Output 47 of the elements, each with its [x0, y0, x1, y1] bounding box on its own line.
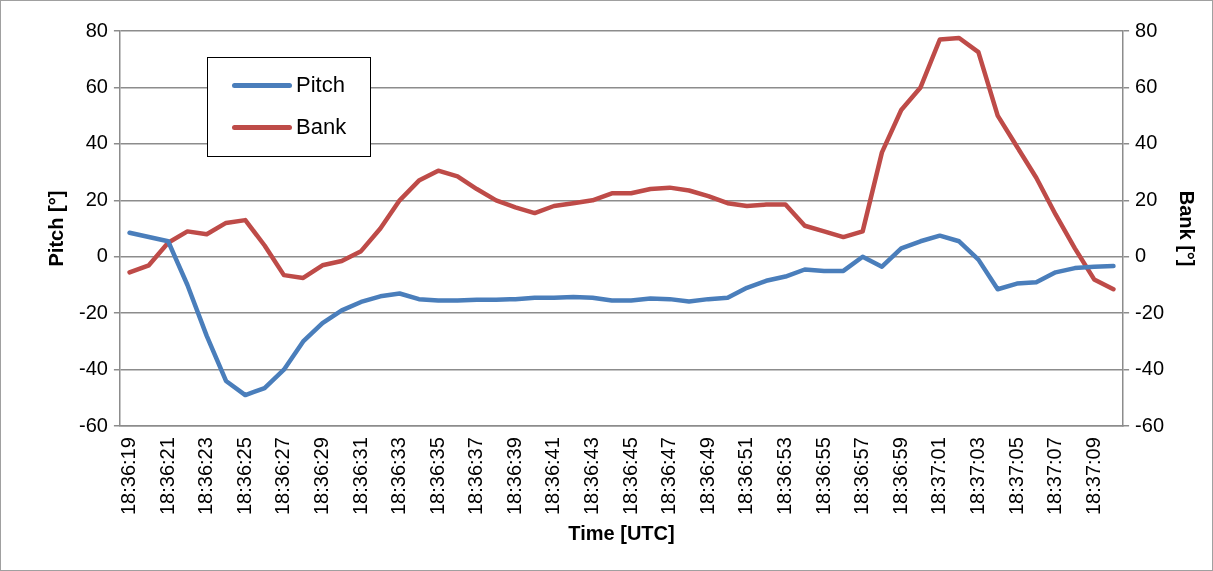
x-tick-label: 18:36:23	[194, 437, 217, 516]
x-tick-label: 18:37:03	[965, 437, 988, 516]
y-tick-label: 20	[85, 187, 108, 210]
x-tick-label: 18:37:01	[927, 437, 950, 516]
y-tick-label: -20	[79, 300, 108, 323]
x-tick-label: 18:36:37	[464, 437, 487, 516]
x-tick-label: 18:36:25	[232, 437, 255, 516]
x-tick-label: 18:37:05	[1004, 437, 1027, 516]
x-tick-label: 18:36:19	[117, 437, 140, 516]
y-tick-label: 40	[85, 131, 108, 154]
y-tick-label: 80	[85, 18, 108, 41]
x-tick-label: 18:36:47	[657, 437, 680, 516]
y2-axis-title: Bank [°]	[1176, 190, 1199, 267]
x-tick-label: 18:36:59	[888, 437, 911, 516]
x-tick-label: 18:36:35	[425, 437, 448, 516]
x-tick-label: 18:36:31	[348, 437, 371, 516]
x-tick-label: 18:36:51	[734, 437, 757, 516]
y2-tick-label: -20	[1135, 300, 1164, 323]
x-tick-label: 18:36:39	[502, 437, 525, 516]
legend-label: Pitch	[296, 72, 345, 98]
x-tick-label: 18:36:21	[155, 437, 178, 516]
x-tick-label: 18:36:29	[309, 437, 332, 516]
x-tick-label: 18:36:43	[580, 437, 603, 516]
y-tick-label: 0	[96, 244, 108, 267]
y2-tick-label: -60	[1135, 413, 1164, 436]
x-tick-label: 18:36:53	[773, 437, 795, 516]
y2-tick-label: 60	[1135, 74, 1158, 97]
x-tick-label: 18:36:57	[850, 437, 873, 516]
x-tick-label: 18:37:09	[1081, 437, 1104, 516]
x-axis-title: Time [UTC]	[568, 521, 675, 544]
x-tick-label: 18:36:33	[387, 437, 410, 516]
x-tick-label: 18:36:49	[695, 437, 718, 516]
y2-tick-label: 80	[1135, 18, 1158, 41]
y2-tick-label: 20	[1135, 187, 1158, 210]
y-tick-label: -40	[79, 357, 108, 380]
y-tick-label: 60	[85, 74, 108, 97]
y2-tick-label: -40	[1135, 357, 1164, 380]
y-axis-title: Pitch [°]	[44, 190, 67, 267]
x-tick-label: 18:36:41	[541, 437, 564, 516]
y2-tick-label: 0	[1135, 244, 1147, 267]
x-tick-label: 18:37:07	[1043, 437, 1066, 516]
x-tick-label: 18:36:27	[271, 437, 294, 516]
legend-label: Bank	[296, 114, 347, 140]
y-tick-label: -60	[79, 413, 108, 436]
x-tick-label: 18:36:55	[811, 437, 834, 516]
y2-tick-label: 40	[1135, 131, 1158, 154]
x-tick-label: 18:36:45	[618, 437, 641, 516]
